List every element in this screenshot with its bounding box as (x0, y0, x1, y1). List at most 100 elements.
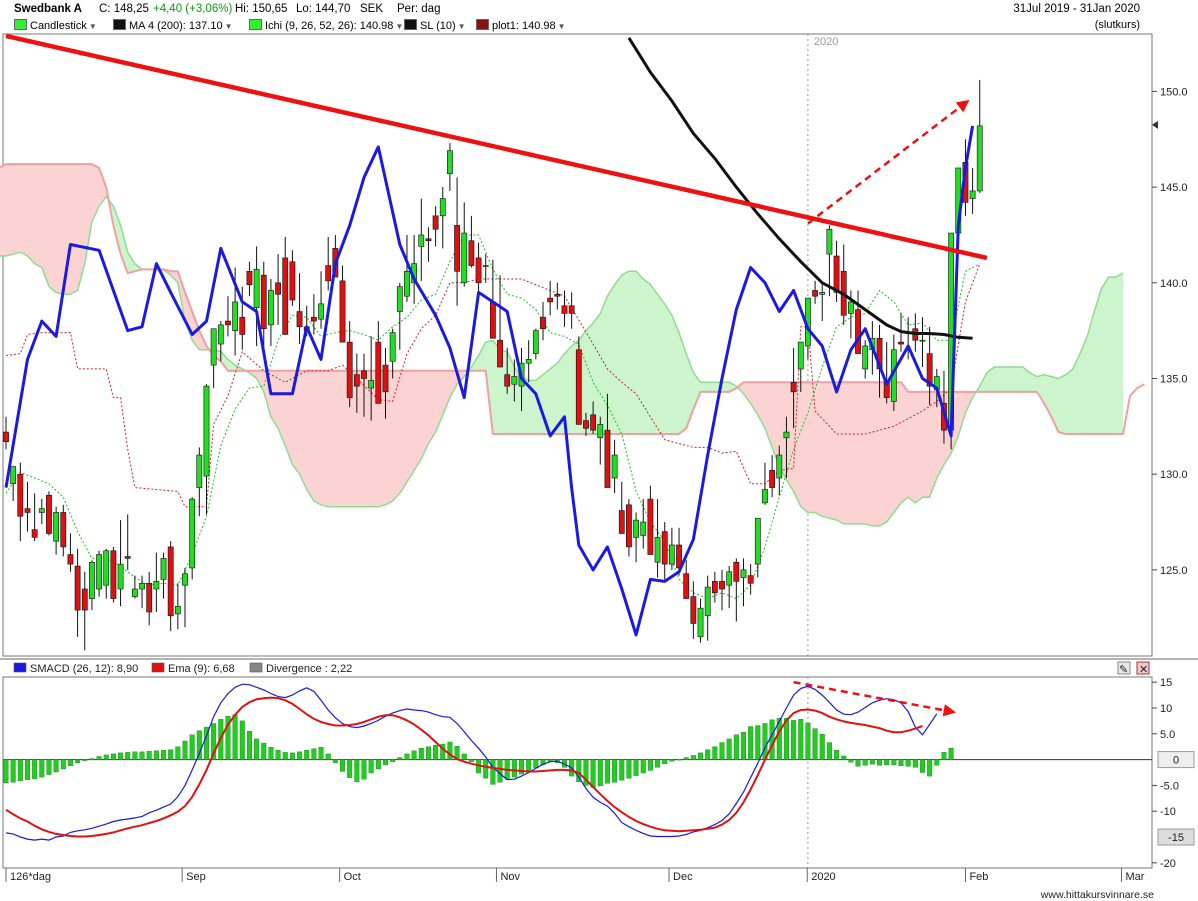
macd-legend-label: Divergence : 2,22 (266, 663, 352, 675)
candle (697, 598, 704, 643)
candle-body-up (826, 228, 833, 255)
divergence-bar (669, 759, 675, 762)
candle (754, 517, 761, 578)
divergence-bar (275, 750, 281, 760)
candle-body-up (131, 588, 138, 597)
candle-body-up (396, 286, 403, 312)
candle-body-up (461, 232, 468, 284)
macd-legend-swatch (151, 662, 165, 673)
divergence-bar (726, 738, 732, 760)
candle-body-up (919, 339, 926, 342)
candle-body-down (346, 341, 353, 398)
legend-sl[interactable]: SL (10) ▼ (404, 19, 466, 32)
candle (160, 552, 167, 599)
candle (131, 575, 138, 599)
divergence-bar (798, 719, 804, 760)
candle (969, 167, 976, 214)
candle-body-up (726, 571, 733, 586)
candle (812, 280, 818, 304)
settings-button[interactable] (1117, 661, 1131, 675)
candle (60, 504, 67, 557)
divergence-bar (297, 751, 303, 760)
candle (353, 353, 360, 413)
divergence-bar (404, 753, 410, 760)
legend-candlestick[interactable]: Candlestick ▼ (14, 19, 97, 32)
candle (368, 336, 375, 421)
candle (740, 558, 747, 607)
legend-ichimoku[interactable]: Ichi (9, 26, 52, 26): 140.98 ▼ (249, 19, 403, 32)
candle (604, 393, 611, 488)
divergence-bar (53, 759, 59, 773)
candle-body-down (67, 554, 74, 565)
candle (511, 359, 518, 402)
divergence-bar (382, 759, 388, 765)
cloud-bullish (106, 187, 171, 276)
legend-ma[interactable]: MA 4 (200): 137.10 ▼ (113, 19, 232, 32)
divergence-bar (3, 759, 9, 784)
dropdown-icon[interactable]: ▼ (457, 22, 466, 31)
candle-body-down (31, 529, 38, 538)
divergence-bar (834, 750, 840, 760)
divergence-bar (189, 734, 195, 760)
candle-body-up (96, 554, 102, 590)
dropdown-icon[interactable]: ▼ (88, 22, 97, 31)
macd-legend-item: SMACD (26, 12): 8,90 (13, 662, 138, 675)
candle (504, 347, 511, 394)
divergence-bar (75, 759, 81, 763)
dropdown-icon[interactable]: ▼ (224, 22, 233, 31)
divergence-bar (826, 742, 832, 760)
candle (719, 569, 725, 611)
close-panel-button[interactable] (1136, 661, 1150, 675)
candle (346, 321, 353, 408)
divergence-bar (612, 759, 618, 783)
price-tick-label: 135.0 (1160, 373, 1188, 385)
candle (389, 328, 396, 379)
candle (525, 340, 532, 383)
divergence-bar (246, 731, 252, 760)
candle (482, 254, 489, 283)
candle (633, 512, 639, 563)
divergence-bar (941, 752, 947, 760)
period: Per: dag (397, 3, 441, 15)
candle (826, 225, 833, 297)
macd-legend-item: Ema (9): 6,68 (151, 662, 235, 675)
divergence-bar (153, 750, 159, 760)
divergence-bar (182, 740, 188, 760)
candle (547, 280, 554, 316)
candle (683, 560, 690, 599)
divergence-bar (82, 759, 88, 761)
candle-body-up (597, 424, 604, 439)
candle (396, 282, 403, 350)
divergence-bar (132, 751, 138, 760)
dropdown-icon[interactable]: ▼ (395, 22, 404, 31)
divergence-bar (547, 759, 553, 762)
divergence-bar (304, 750, 310, 760)
legend-plot1[interactable]: plot1: 140.98 ▼ (476, 19, 566, 32)
forecast-arrow (807, 99, 970, 225)
divergence-bar (368, 759, 374, 774)
dropdown-icon[interactable]: ▼ (557, 22, 566, 31)
divergence-bar (110, 753, 116, 760)
candle (425, 227, 432, 262)
candle-body-up (697, 607, 704, 638)
candle-body-up (418, 234, 425, 247)
divergence-bar (39, 759, 45, 778)
macd-value-label: -15 (1168, 832, 1184, 844)
divergence-bar (418, 748, 424, 760)
candle-body-up (754, 517, 761, 565)
ema-line (5, 696, 923, 838)
macd-legend-item: Divergence : 2,22 (249, 662, 352, 675)
candle (583, 412, 589, 436)
divergence-bar (461, 753, 467, 760)
divergence-bar (841, 755, 847, 760)
candle (439, 187, 446, 249)
cloud-bearish (163, 269, 214, 356)
candle (203, 384, 210, 515)
candle-body-up (969, 190, 976, 199)
candle-body-up (654, 537, 661, 563)
macd-tick-label: 10 (1160, 703, 1172, 715)
divergence-bar (776, 718, 782, 760)
divergence-bar (203, 726, 209, 760)
candle (862, 340, 869, 379)
candle-body-down (432, 215, 439, 230)
